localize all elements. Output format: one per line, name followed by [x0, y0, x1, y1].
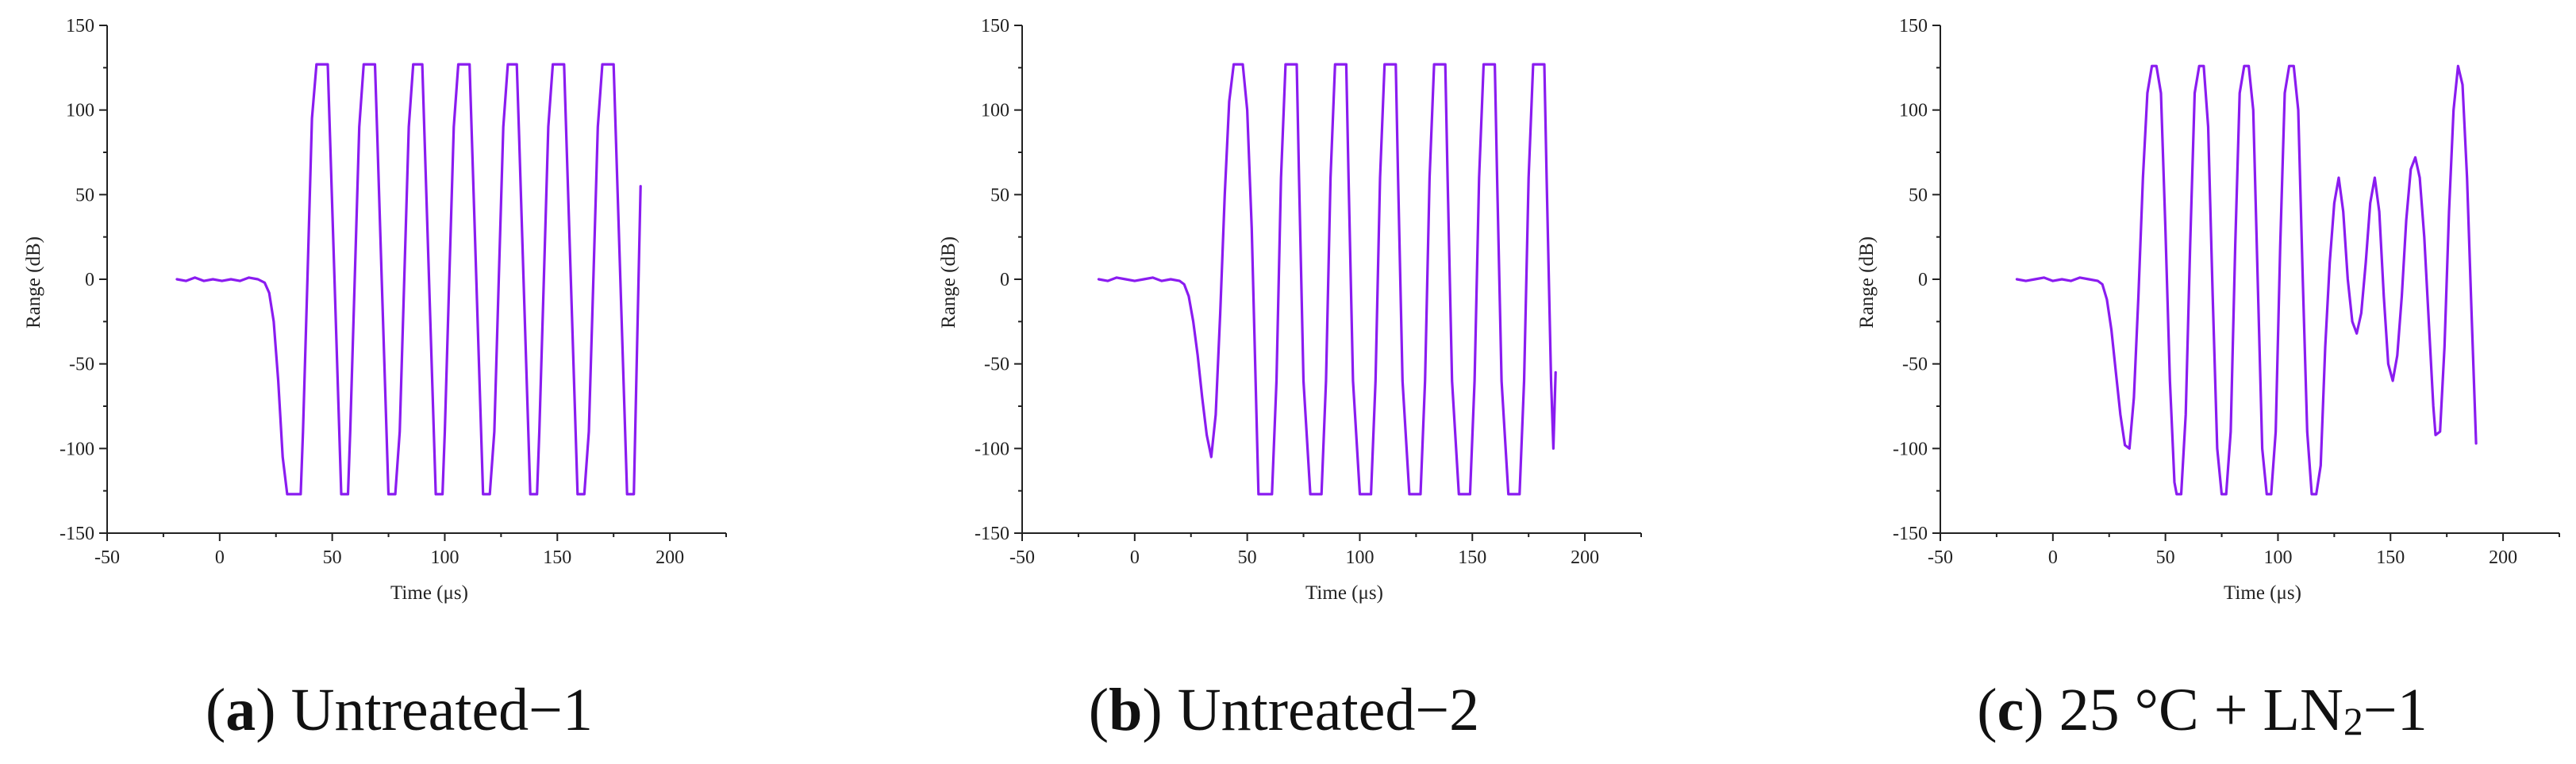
panel-a-x-tick-label: 200 — [656, 547, 684, 568]
panel-c-y-tick-label: 50 — [1909, 185, 1928, 205]
panel-c-x-tick-label: 100 — [2263, 547, 2292, 568]
panel-b-x-tick-label: 200 — [1571, 547, 1599, 568]
panel-c-x-tick-label: 150 — [2376, 547, 2405, 568]
panel-b-x-tick-label: 150 — [1458, 547, 1486, 568]
panel-b-caption-name: Untreated−2 — [1178, 677, 1479, 743]
panel-b-y-tick-label: 150 — [981, 16, 1009, 36]
panel-b-y-tick-label: 0 — [1000, 270, 1009, 290]
panel-c-y-tick-label: -150 — [1893, 524, 1928, 544]
panel-a-series-line-signal — [175, 63, 642, 496]
panel-c-y-tick-label: 0 — [1918, 270, 1928, 290]
panel-a: -50 0 50 100 150 200 150 100 50 0 -50 -100 -150 Time… — [23, 16, 727, 743]
panel-c-y-tick-label: 150 — [1899, 16, 1928, 36]
panel-c-caption: (c) 25 °C + LN2−1 — [1977, 677, 2428, 743]
panel-c-x-tick-label: 0 — [2048, 547, 2058, 568]
panel-c-y-tick-label: 100 — [1899, 101, 1928, 121]
panel-a-y-tick-label: 150 — [66, 16, 94, 36]
panel-b-plot: -50 0 50 100 150 200 150 100 50 0 -50 -100 -150 — [975, 16, 1642, 568]
panel-b: -50 0 50 100 150 200 150 100 50 0 -50 -100 -150 Time… — [938, 16, 1642, 743]
panel-c-caption-subscript: 2 — [2343, 699, 2363, 743]
panel-a-y-tick-label: -50 — [69, 355, 94, 375]
panel-a-y-tick-label: -150 — [60, 524, 94, 544]
panel-a-y-axis-label: Range (dB) — [23, 236, 44, 328]
panel-c-y-axis-label: Range (dB) — [1856, 236, 1878, 328]
panel-a-caption-name: Untreated−1 — [291, 677, 593, 743]
panel-b-x-tick-label: -50 — [1009, 547, 1035, 568]
panel-c-plot: -50 0 50 100 150 200 150 100 50 0 -50 -100 -150 — [1893, 16, 2560, 568]
panel-c-caption-suffix: −1 — [2363, 677, 2428, 743]
panel-a-x-tick-label: 50 — [323, 547, 342, 568]
panel-c-y-tick-label: -100 — [1893, 439, 1928, 459]
panel-c-y-tick-label: -50 — [1902, 355, 1928, 375]
panel-c-x-tick-label: 50 — [2156, 547, 2175, 568]
panel-c-series-line-signal — [2015, 64, 2478, 496]
panel-a-x-tick-label: 0 — [215, 547, 225, 568]
panel-a-x-tick-label: -50 — [94, 547, 120, 568]
panel-b-y-tick-label: 50 — [990, 185, 1009, 205]
panel-c: -50 0 50 100 150 200 150 100 50 0 -50 -100 -150 Time… — [1856, 16, 2560, 743]
panel-a-y-tick-label: -100 — [60, 439, 94, 459]
panel-b-y-tick-label: -100 — [975, 439, 1009, 459]
panel-b-y-tick-label: -50 — [984, 355, 1009, 375]
panel-a-y-tick-label: 50 — [75, 185, 94, 205]
panel-a-caption-letter: a — [225, 677, 256, 743]
panel-b-caption: (b) Untreated−2 — [1089, 677, 1479, 743]
panel-a-x-axis-label: Time (μs) — [390, 582, 468, 604]
panel-c-caption-name: 25 °C + LN — [2059, 677, 2343, 743]
panel-c-caption-letter: c — [1997, 677, 2024, 743]
panel-b-y-tick-label: -150 — [975, 524, 1009, 544]
panel-a-caption: (a) Untreated−1 — [206, 677, 593, 743]
panel-c-x-tick-label: -50 — [1928, 547, 1953, 568]
panel-b-x-tick-label: 50 — [1238, 547, 1257, 568]
panel-c-x-tick-label: 200 — [2489, 547, 2517, 568]
panel-b-y-axis-label: Range (dB) — [938, 236, 959, 328]
panel-a-plot: -50 0 50 100 150 200 150 100 50 0 -50 -100 -150 — [60, 16, 727, 568]
panel-a-y-tick-label: 0 — [85, 270, 94, 290]
panel-a-x-tick-label: 150 — [543, 547, 571, 568]
panel-a-x-tick-label: 100 — [430, 547, 459, 568]
panel-b-series-line-signal — [1097, 63, 1557, 496]
panel-b-y-tick-label: 100 — [981, 101, 1009, 121]
panel-b-caption-letter: b — [1109, 677, 1142, 743]
panel-b-x-tick-label: 0 — [1130, 547, 1140, 568]
panel-c-x-axis-label: Time (μs) — [2224, 582, 2301, 604]
panel-b-x-tick-label: 100 — [1345, 547, 1374, 568]
panel-a-y-tick-label: 100 — [66, 101, 94, 121]
panel-b-x-axis-label: Time (μs) — [1305, 582, 1383, 604]
